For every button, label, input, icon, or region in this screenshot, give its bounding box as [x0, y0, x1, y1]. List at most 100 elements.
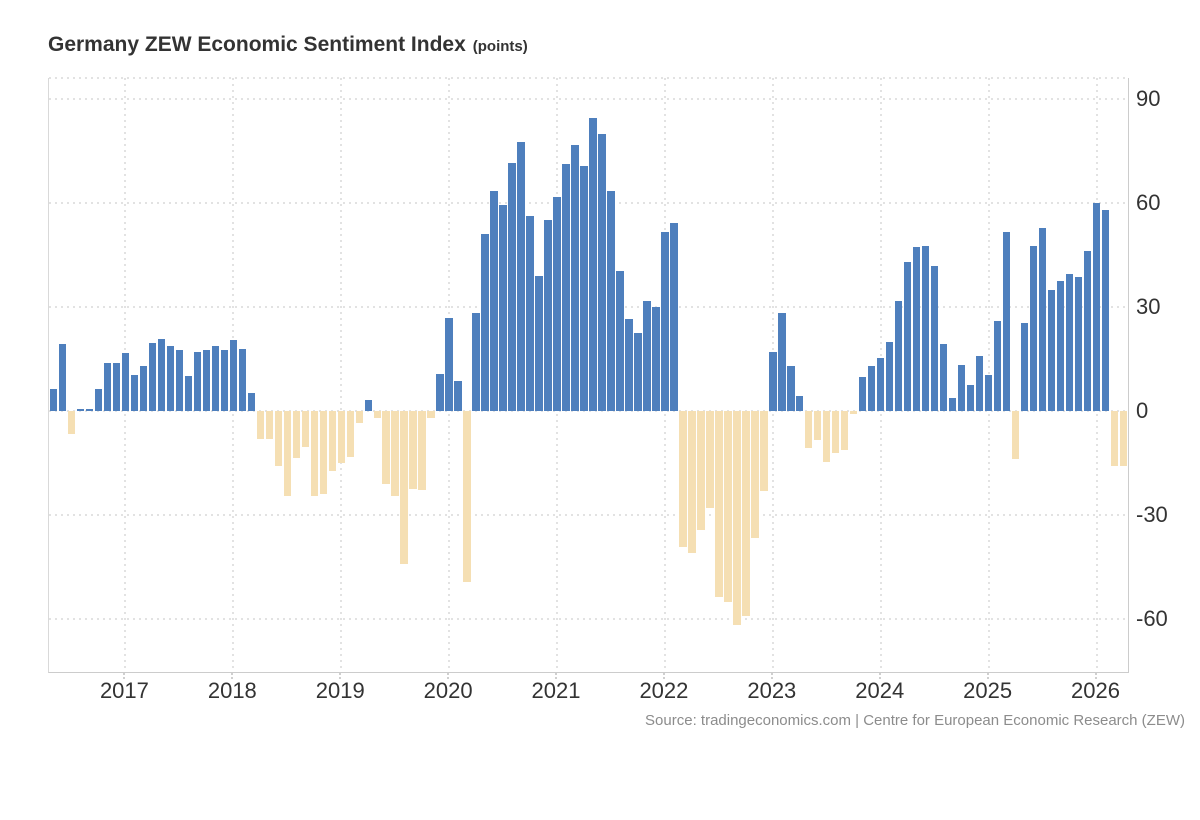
bar-2021-12[interactable]	[652, 307, 660, 411]
bar-2023-09[interactable]	[841, 410, 849, 451]
bar-2016-05[interactable]	[49, 388, 58, 411]
bar-2022-04[interactable]	[688, 410, 696, 553]
bar-2019-02[interactable]	[346, 410, 354, 458]
bar-2024-05[interactable]	[913, 247, 921, 411]
bar-2018-06[interactable]	[274, 410, 282, 467]
bar-2025-05[interactable]	[1020, 323, 1029, 411]
bar-2020-01[interactable]	[445, 318, 453, 411]
bar-2020-07[interactable]	[499, 205, 507, 411]
bar-2017-03[interactable]	[139, 366, 148, 411]
bar-2024-02[interactable]	[886, 341, 894, 411]
bar-2017-11[interactable]	[211, 345, 220, 411]
bar-2023-02[interactable]	[778, 313, 786, 411]
bar-2018-09[interactable]	[301, 410, 309, 448]
bar-2021-04[interactable]	[580, 165, 588, 411]
bar-2022-06[interactable]	[706, 410, 714, 508]
bar-2021-10[interactable]	[634, 333, 642, 411]
bar-2025-02[interactable]	[993, 320, 1002, 411]
bar-2022-08[interactable]	[724, 410, 732, 603]
bar-2025-03[interactable]	[1002, 231, 1011, 411]
bar-2025-01[interactable]	[984, 375, 993, 411]
bar-2023-08[interactable]	[832, 410, 840, 454]
bar-2022-07[interactable]	[715, 410, 723, 598]
bar-2017-12[interactable]	[220, 350, 229, 411]
bar-2019-08[interactable]	[400, 410, 408, 564]
bar-2023-07[interactable]	[823, 410, 831, 462]
bar-2019-06[interactable]	[382, 410, 390, 484]
bar-2018-02[interactable]	[238, 349, 247, 411]
bar-2024-09[interactable]	[948, 398, 957, 411]
bar-2018-10[interactable]	[310, 410, 318, 497]
bar-2022-12[interactable]	[760, 410, 768, 492]
bar-2021-07[interactable]	[607, 191, 615, 411]
bar-2023-04[interactable]	[796, 396, 804, 411]
bar-2025-06[interactable]	[1029, 246, 1038, 411]
bar-2022-10[interactable]	[742, 410, 750, 616]
bar-2016-08[interactable]	[76, 408, 85, 411]
bar-2026-04[interactable]	[1119, 410, 1128, 467]
bar-2018-04[interactable]	[256, 410, 264, 440]
bar-2016-10[interactable]	[94, 389, 103, 411]
bar-2016-07[interactable]	[67, 410, 76, 435]
bar-2026-02[interactable]	[1101, 210, 1110, 411]
bar-2020-09[interactable]	[517, 142, 525, 411]
bar-2024-01[interactable]	[877, 358, 885, 411]
bar-2022-02[interactable]	[670, 222, 678, 411]
bar-2024-11[interactable]	[966, 385, 975, 411]
bar-2018-01[interactable]	[229, 339, 238, 411]
bar-2020-03[interactable]	[463, 410, 471, 583]
bar-2024-10[interactable]	[957, 365, 966, 411]
bar-2019-04[interactable]	[364, 399, 372, 411]
bar-2018-07[interactable]	[283, 410, 291, 497]
bar-2026-03[interactable]	[1110, 410, 1119, 467]
bar-2017-08[interactable]	[184, 376, 193, 411]
bar-2021-05[interactable]	[589, 118, 597, 411]
bar-2024-04[interactable]	[904, 262, 912, 411]
bar-2019-03[interactable]	[355, 410, 363, 424]
bar-2017-09[interactable]	[193, 351, 202, 411]
bar-2021-03[interactable]	[571, 145, 579, 411]
bar-2023-05[interactable]	[805, 410, 813, 448]
bar-2021-08[interactable]	[616, 270, 624, 411]
bar-2019-09[interactable]	[409, 410, 417, 489]
bar-2023-03[interactable]	[787, 365, 795, 411]
bar-2025-09[interactable]	[1056, 281, 1065, 411]
bar-2024-06[interactable]	[921, 246, 930, 411]
bar-2024-07[interactable]	[930, 265, 939, 411]
bar-2022-03[interactable]	[679, 410, 687, 547]
bar-2025-12[interactable]	[1083, 251, 1092, 411]
bar-2022-09[interactable]	[733, 410, 741, 626]
bar-2021-06[interactable]	[598, 134, 606, 411]
bar-2018-08[interactable]	[292, 410, 300, 459]
bar-2020-11[interactable]	[535, 275, 543, 411]
bar-2022-11[interactable]	[751, 410, 759, 538]
bar-2016-06[interactable]	[58, 344, 67, 411]
bar-2017-10[interactable]	[202, 349, 211, 411]
bar-2019-05[interactable]	[373, 410, 381, 418]
bar-2016-11[interactable]	[103, 362, 112, 411]
bar-2025-11[interactable]	[1074, 277, 1083, 411]
bar-2024-12[interactable]	[975, 356, 984, 411]
bar-2018-12[interactable]	[328, 410, 336, 472]
bar-2016-12[interactable]	[112, 362, 121, 411]
bar-2020-06[interactable]	[490, 190, 498, 411]
bar-2017-05[interactable]	[157, 339, 166, 411]
bar-2018-03[interactable]	[247, 393, 255, 411]
bar-2023-10[interactable]	[850, 410, 858, 415]
bar-2021-01[interactable]	[553, 196, 561, 411]
bar-2019-11[interactable]	[427, 410, 435, 418]
bar-2023-06[interactable]	[814, 410, 822, 441]
bar-2021-11[interactable]	[643, 300, 651, 411]
bar-2023-11[interactable]	[859, 376, 867, 411]
bar-2025-04[interactable]	[1011, 410, 1020, 460]
bar-2023-12[interactable]	[868, 366, 876, 411]
bar-2016-09[interactable]	[85, 408, 94, 411]
bar-2025-07[interactable]	[1038, 228, 1047, 411]
bar-2021-09[interactable]	[625, 318, 633, 411]
bar-2024-08[interactable]	[939, 344, 948, 411]
bar-2017-07[interactable]	[175, 350, 184, 411]
bar-2023-01[interactable]	[769, 352, 777, 411]
bar-2024-03[interactable]	[895, 300, 903, 411]
bar-2019-07[interactable]	[391, 410, 399, 496]
bar-2019-10[interactable]	[418, 410, 426, 490]
